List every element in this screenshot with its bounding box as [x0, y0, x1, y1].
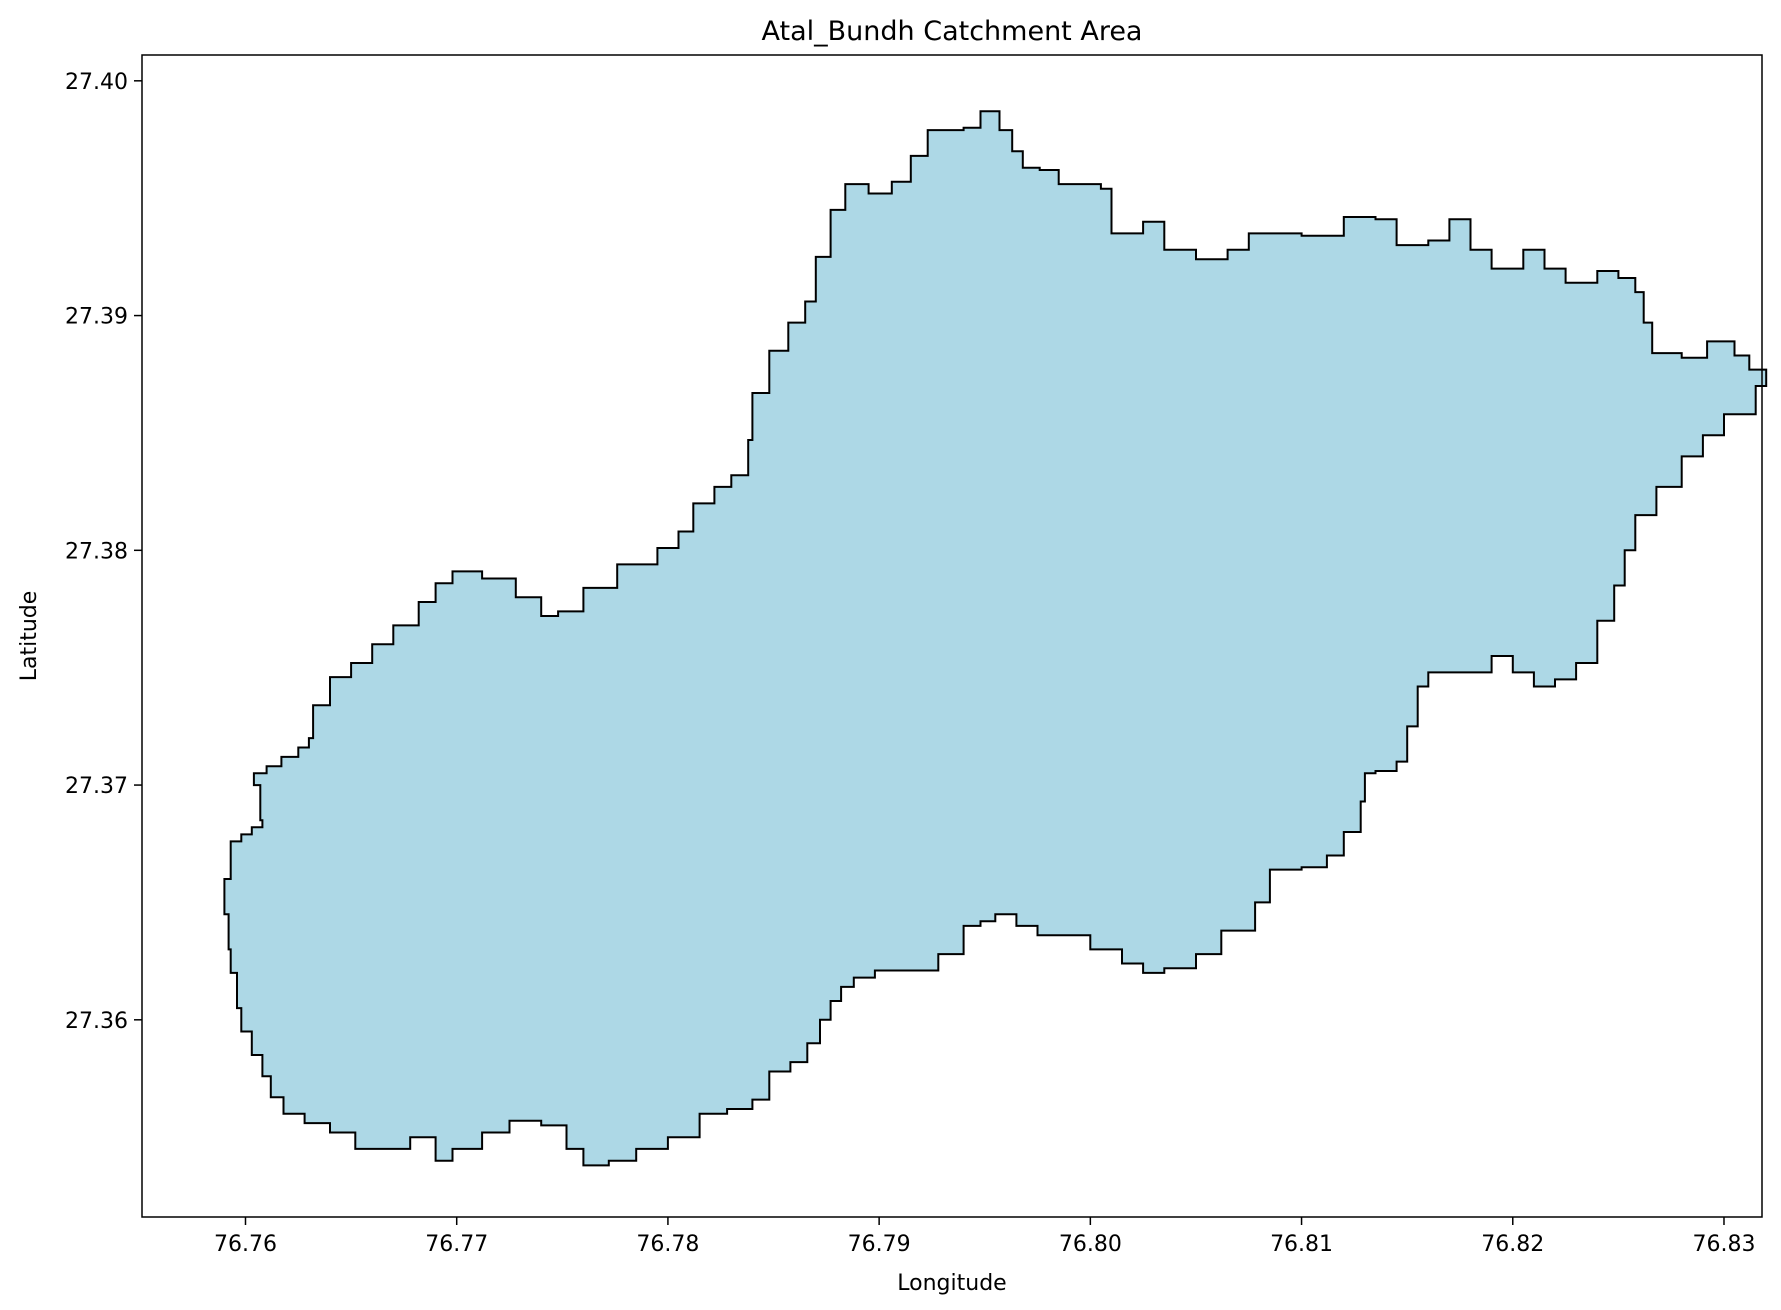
x-axis-label: Longitude [897, 1271, 1006, 1296]
y-tick-label: 27.37 [65, 774, 128, 799]
y-tick-label: 27.38 [65, 539, 128, 564]
x-tick-label: 76.82 [1481, 1232, 1544, 1257]
x-tick-label: 76.83 [1692, 1232, 1755, 1257]
x-axis-ticks: 76.76 76.77 76.78 76.79 76.80 76.81 76.82 76.83 [214, 1217, 1755, 1257]
catchment-polygon [223, 110, 1768, 1167]
y-axis-ticks: 27.36 27.37 27.38 27.39 27.40 [65, 70, 142, 1034]
chart-title: Atal_Bundh Catchment Area [762, 16, 1143, 47]
y-tick-label: 27.39 [65, 305, 128, 330]
x-tick-label: 76.78 [636, 1232, 699, 1257]
axes-frame [141, 54, 1763, 1218]
y-tick-label: 27.36 [65, 1009, 128, 1034]
x-tick-label: 76.81 [1270, 1232, 1333, 1257]
x-tick-label: 76.79 [848, 1232, 911, 1257]
y-axis-label: Latitude [17, 591, 42, 682]
plot-area: 76.76 76.77 76.78 76.79 76.80 76.81 76.82 76.83… [65, 54, 1768, 1257]
x-tick-label: 76.76 [214, 1232, 277, 1257]
x-tick-label: 76.77 [425, 1232, 488, 1257]
x-tick-label: 76.80 [1059, 1232, 1122, 1257]
y-tick-label: 27.40 [65, 70, 128, 95]
